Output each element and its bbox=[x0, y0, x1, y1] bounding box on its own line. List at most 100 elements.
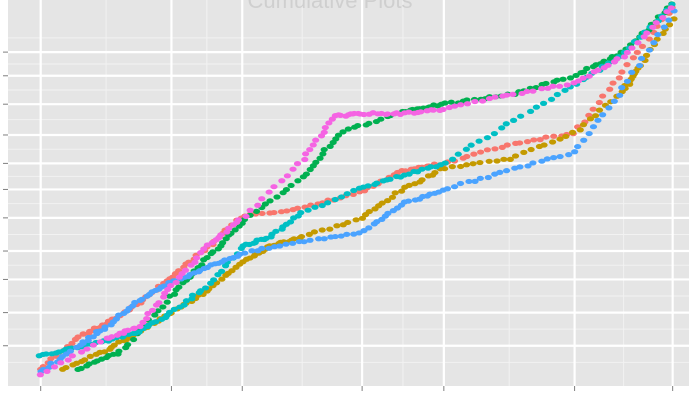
data-point bbox=[47, 360, 55, 366]
data-point bbox=[615, 75, 623, 81]
data-point bbox=[479, 98, 487, 104]
data-point bbox=[110, 342, 118, 348]
data-point bbox=[441, 100, 449, 106]
data-point bbox=[562, 133, 570, 140]
data-point bbox=[217, 232, 225, 238]
data-point bbox=[172, 279, 180, 286]
data-point bbox=[181, 267, 190, 273]
data-point bbox=[604, 62, 612, 68]
data-point bbox=[441, 166, 449, 172]
data-point bbox=[365, 208, 373, 215]
data-point bbox=[471, 98, 479, 105]
data-point bbox=[618, 69, 626, 75]
data-point bbox=[254, 202, 262, 208]
data-point bbox=[77, 349, 86, 355]
data-point bbox=[418, 177, 426, 183]
data-point bbox=[320, 146, 328, 153]
data-point bbox=[556, 153, 564, 160]
data-point bbox=[294, 178, 302, 184]
data-point bbox=[529, 88, 537, 94]
data-point bbox=[449, 156, 457, 162]
data-point bbox=[86, 353, 94, 359]
data-point bbox=[548, 139, 557, 145]
data-point bbox=[209, 249, 217, 255]
data-point bbox=[386, 176, 394, 182]
data-point bbox=[287, 182, 295, 189]
data-point bbox=[79, 331, 87, 337]
data-point bbox=[594, 67, 602, 73]
data-point bbox=[629, 55, 638, 61]
data-point bbox=[572, 72, 580, 79]
data-point bbox=[167, 282, 175, 289]
data-point bbox=[306, 146, 314, 153]
data-point bbox=[555, 83, 564, 89]
data-point bbox=[289, 166, 297, 172]
data-point bbox=[384, 210, 392, 216]
data-point bbox=[503, 92, 511, 98]
data-point bbox=[315, 236, 323, 242]
data-point bbox=[616, 92, 624, 98]
data-point bbox=[373, 180, 381, 186]
data-point bbox=[463, 153, 471, 160]
data-point bbox=[365, 120, 373, 127]
data-point bbox=[566, 75, 575, 81]
series-pink bbox=[36, 5, 675, 378]
data-point bbox=[594, 117, 602, 123]
data-point bbox=[469, 161, 477, 167]
data-point bbox=[143, 315, 151, 322]
data-point bbox=[583, 65, 591, 72]
data-point bbox=[561, 87, 569, 93]
data-point bbox=[228, 268, 236, 274]
data-point bbox=[343, 231, 351, 237]
data-point bbox=[282, 186, 291, 193]
data-point bbox=[138, 296, 146, 302]
data-point bbox=[645, 36, 653, 42]
data-point bbox=[595, 107, 604, 113]
data-point bbox=[139, 319, 147, 325]
data-point bbox=[539, 100, 548, 106]
data-point bbox=[579, 75, 587, 81]
data-point bbox=[202, 285, 210, 291]
data-point bbox=[586, 116, 595, 122]
data-point bbox=[42, 351, 50, 357]
data-point bbox=[576, 127, 584, 133]
data-point bbox=[155, 300, 163, 306]
data-point bbox=[331, 196, 339, 203]
series-blue bbox=[37, 8, 678, 375]
data-point bbox=[318, 202, 326, 209]
data-point bbox=[595, 99, 603, 106]
data-point bbox=[665, 22, 674, 28]
data-point bbox=[628, 69, 636, 75]
data-point bbox=[463, 101, 472, 107]
data-point bbox=[493, 158, 501, 164]
data-point bbox=[589, 106, 597, 112]
data-point bbox=[324, 200, 332, 206]
data-point bbox=[261, 201, 269, 207]
data-point bbox=[462, 146, 470, 152]
data-point bbox=[50, 364, 59, 370]
data-point bbox=[301, 156, 309, 163]
data-point bbox=[454, 151, 462, 157]
data-point bbox=[484, 174, 492, 181]
data-point bbox=[542, 134, 550, 140]
data-point bbox=[180, 302, 188, 308]
data-point bbox=[124, 342, 132, 348]
data-point bbox=[68, 353, 76, 359]
data-point bbox=[447, 99, 455, 105]
data-point bbox=[663, 9, 671, 15]
data-point bbox=[320, 129, 328, 135]
data-point bbox=[36, 372, 44, 378]
data-point bbox=[360, 111, 368, 118]
data-point bbox=[383, 111, 392, 117]
data-point bbox=[312, 137, 320, 143]
data-point bbox=[585, 73, 593, 79]
data-point bbox=[159, 304, 167, 310]
data-point bbox=[203, 254, 211, 261]
data-point bbox=[62, 364, 70, 371]
data-point bbox=[188, 292, 197, 298]
data-point bbox=[360, 228, 368, 234]
data-point bbox=[312, 159, 320, 165]
data-point bbox=[350, 187, 358, 194]
data-point bbox=[511, 153, 520, 159]
